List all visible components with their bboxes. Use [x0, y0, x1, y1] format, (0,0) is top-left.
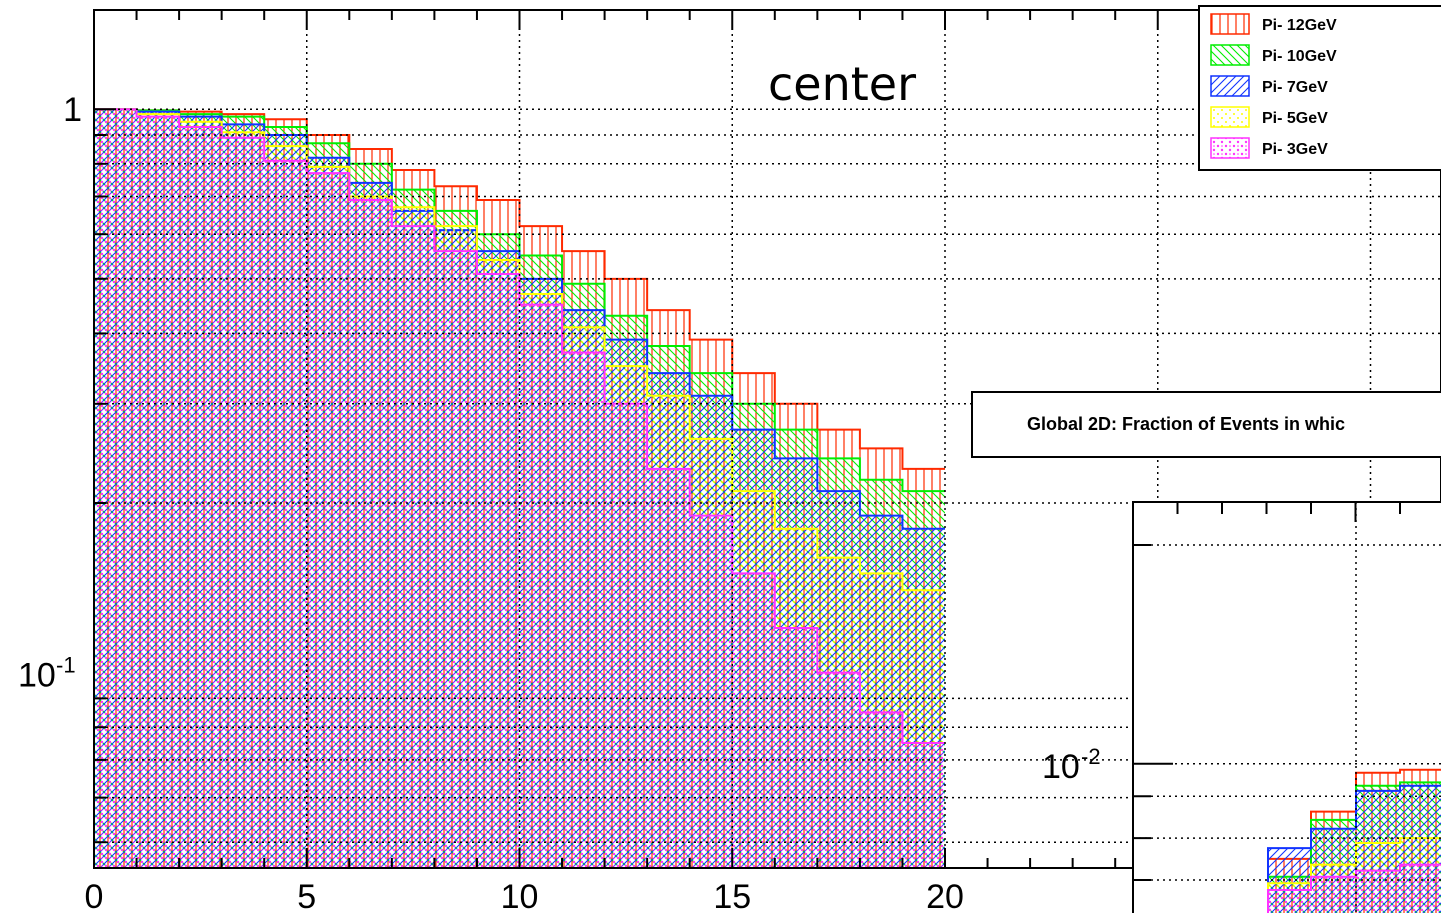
overlay-title-frame: [971, 391, 1441, 458]
overlay-title-box: Global 2D: Fraction of Events in whic: [971, 391, 1441, 458]
legend-label: Pi- 7GeV: [1262, 79, 1328, 96]
legend-entry: Pi- 3GeV: [1210, 137, 1328, 159]
secondary-tick-labels: 10 -2: [1042, 744, 1101, 786]
legend: Pi- 12GeV Pi- 10GeV Pi- 7GeV Pi- 5GeV Pi- 3G…: [1198, 5, 1441, 171]
x-tick-label: 20: [926, 878, 964, 913]
legend-swatch: [1210, 106, 1250, 128]
histogram-outline: [1267, 784, 1441, 913]
secondary-histograms: [1267, 768, 1441, 913]
x-tick-label: 15: [713, 878, 751, 913]
legend-label: Pi- 10GeV: [1262, 48, 1337, 65]
histogram-outline: [94, 108, 945, 745]
y-tick-label-base: 10: [18, 657, 56, 695]
series-pi-3gev: [1267, 863, 1441, 913]
histogram-outline: [1267, 863, 1441, 913]
legend-entry: Pi- 12GeV: [1210, 13, 1337, 35]
legend-swatch: [1210, 13, 1250, 35]
plot-title: center: [768, 57, 916, 111]
y-tick-label-base: 10: [1042, 748, 1080, 786]
legend-swatch: [1210, 75, 1250, 97]
y-tick-label: 1: [63, 91, 82, 129]
x-tick-label: 0: [85, 878, 104, 913]
legend-swatch: [1210, 44, 1250, 66]
y-tick-label-exponent: -2: [1081, 744, 1101, 769]
x-tick-label: 5: [297, 878, 316, 913]
histogram-fill: [1268, 864, 1441, 913]
y-tick-label-exponent: -1: [56, 653, 76, 678]
secondary-frame: [1132, 501, 1441, 913]
legend-entry: Pi- 10GeV: [1210, 44, 1337, 66]
legend-label: Pi- 5GeV: [1262, 110, 1328, 127]
histogram-outline: [1267, 837, 1441, 913]
legend-entry: Pi- 7GeV: [1210, 75, 1328, 97]
legend-entry: Pi- 5GeV: [1210, 106, 1328, 128]
secondary-grid: [1133, 502, 1441, 913]
legend-label: Pi- 12GeV: [1262, 17, 1337, 34]
overlay-title: Global 2D: Fraction of Events in whic: [1027, 414, 1345, 434]
main-frame: [93, 9, 1441, 869]
legend-swatch: [1210, 137, 1250, 159]
secondary-plot: 10 -2: [1042, 501, 1441, 913]
x-tick-label: 10: [501, 878, 539, 913]
legend-label: Pi- 3GeV: [1262, 141, 1328, 158]
